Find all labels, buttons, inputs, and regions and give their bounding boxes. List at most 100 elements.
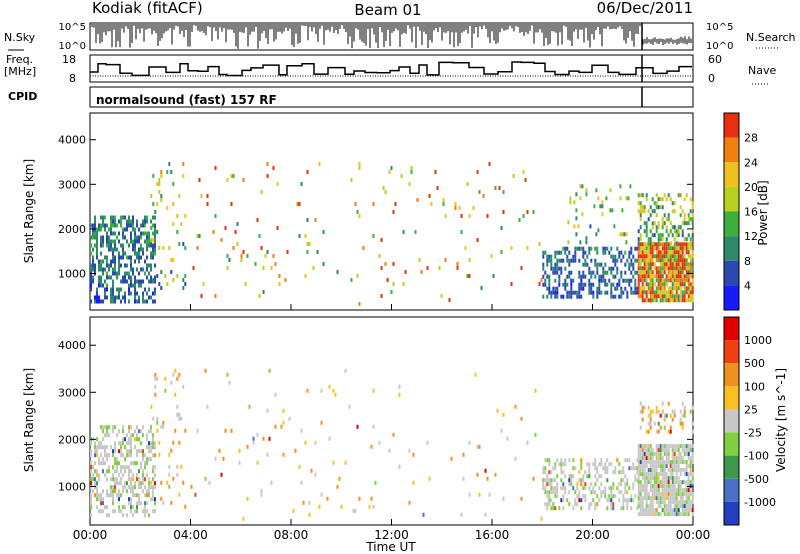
data-cell: [624, 278, 627, 283]
data-cell: [675, 294, 678, 299]
colorbar-segment: [724, 363, 739, 387]
data-cell: [636, 458, 639, 463]
data-cell: [550, 254, 553, 259]
data-cell: [514, 456, 517, 461]
data-cell: [588, 502, 591, 507]
data-cell: [683, 294, 686, 299]
data-cell: [628, 486, 631, 491]
data-cell: [679, 484, 682, 489]
data-cell: [154, 287, 156, 292]
data-cell: [92, 227, 94, 232]
data-cell: [661, 250, 664, 255]
data-cell: [667, 512, 670, 517]
data-cell: [272, 254, 275, 258]
data-cell: [554, 466, 557, 471]
data-cell: [556, 458, 559, 463]
data-cell: [578, 290, 581, 295]
data-cell: [584, 282, 587, 287]
data-cell: [637, 241, 640, 246]
data-cell: [653, 468, 656, 473]
data-cell: [136, 255, 138, 260]
data-cell: [653, 508, 656, 513]
data-cell: [98, 275, 100, 280]
data-cell: [663, 254, 666, 259]
data-cell: [651, 468, 654, 473]
data-cell: [546, 490, 549, 495]
data-cell: [90, 513, 92, 518]
data-cell: [240, 254, 243, 258]
data-cell: [671, 480, 674, 485]
data-cell: [675, 492, 678, 497]
data-cell: [663, 464, 666, 469]
data-cell: [683, 460, 686, 465]
data-cell: [632, 254, 635, 259]
data-cell: [659, 242, 662, 247]
colorbar-segment: [724, 340, 739, 364]
data-cell: [637, 476, 640, 481]
data-cell: [663, 246, 666, 251]
data-cell: [548, 286, 551, 291]
data-cell: [588, 246, 591, 251]
data-cell: [548, 482, 551, 487]
data-cell: [102, 219, 104, 224]
data-cell: [106, 243, 108, 248]
data-cell: [667, 456, 670, 461]
data-cell: [434, 170, 437, 174]
data-cell: [687, 496, 690, 501]
data-cell: [681, 500, 684, 505]
data-cell: [683, 266, 686, 271]
data-cell: [588, 466, 591, 471]
data-cell: [138, 477, 140, 482]
data-cell: [687, 282, 690, 287]
data-cell: [166, 480, 169, 485]
data-cell: [681, 242, 684, 247]
data-cell: [552, 490, 555, 495]
data-cell: [394, 202, 397, 206]
data-cell: [322, 230, 325, 234]
data-cell: [258, 234, 261, 238]
data-cell: [643, 221, 646, 226]
data-cell: [595, 188, 598, 193]
data-cell: [602, 246, 605, 251]
data-cell: [661, 286, 664, 291]
data-cell: [126, 223, 128, 228]
data-cell: [596, 502, 599, 507]
data-cell: [687, 254, 690, 259]
data-cell: [144, 493, 146, 498]
data-cell: [673, 452, 676, 457]
data-cell: [604, 282, 607, 287]
data-cell: [110, 243, 112, 248]
data-cell: [637, 452, 640, 457]
data-cell: [610, 246, 613, 251]
data-cell: [637, 229, 640, 234]
data-cell: [124, 445, 126, 450]
data-cell: [130, 425, 132, 430]
data-cell: [671, 417, 674, 422]
data-cell: [560, 470, 563, 475]
data-cell: [170, 170, 173, 174]
data-cell: [647, 480, 650, 485]
data-cell: [542, 478, 545, 483]
data-cell: [659, 237, 662, 242]
data-cell: [578, 282, 581, 287]
data-cell: [681, 250, 684, 255]
data-cell: [108, 275, 110, 280]
data-cell: [112, 267, 114, 272]
data-cell: [645, 242, 648, 247]
data-cell: [687, 290, 690, 295]
data-cell: [444, 214, 447, 218]
data-cell: [300, 182, 303, 186]
data-cell: [522, 214, 525, 218]
data-cell: [564, 474, 567, 479]
data-cell: [657, 270, 660, 275]
data-cell: [94, 219, 96, 224]
data-cell: [548, 498, 551, 503]
data-cell: [136, 299, 138, 304]
data-cell: [687, 213, 690, 218]
data-cell: [618, 294, 621, 299]
data-cell: [661, 290, 664, 295]
power-colorbar-label: Power [dB]: [756, 180, 770, 245]
data-cell: [94, 267, 96, 272]
data-cell: [637, 448, 640, 453]
data-cell: [641, 500, 644, 505]
